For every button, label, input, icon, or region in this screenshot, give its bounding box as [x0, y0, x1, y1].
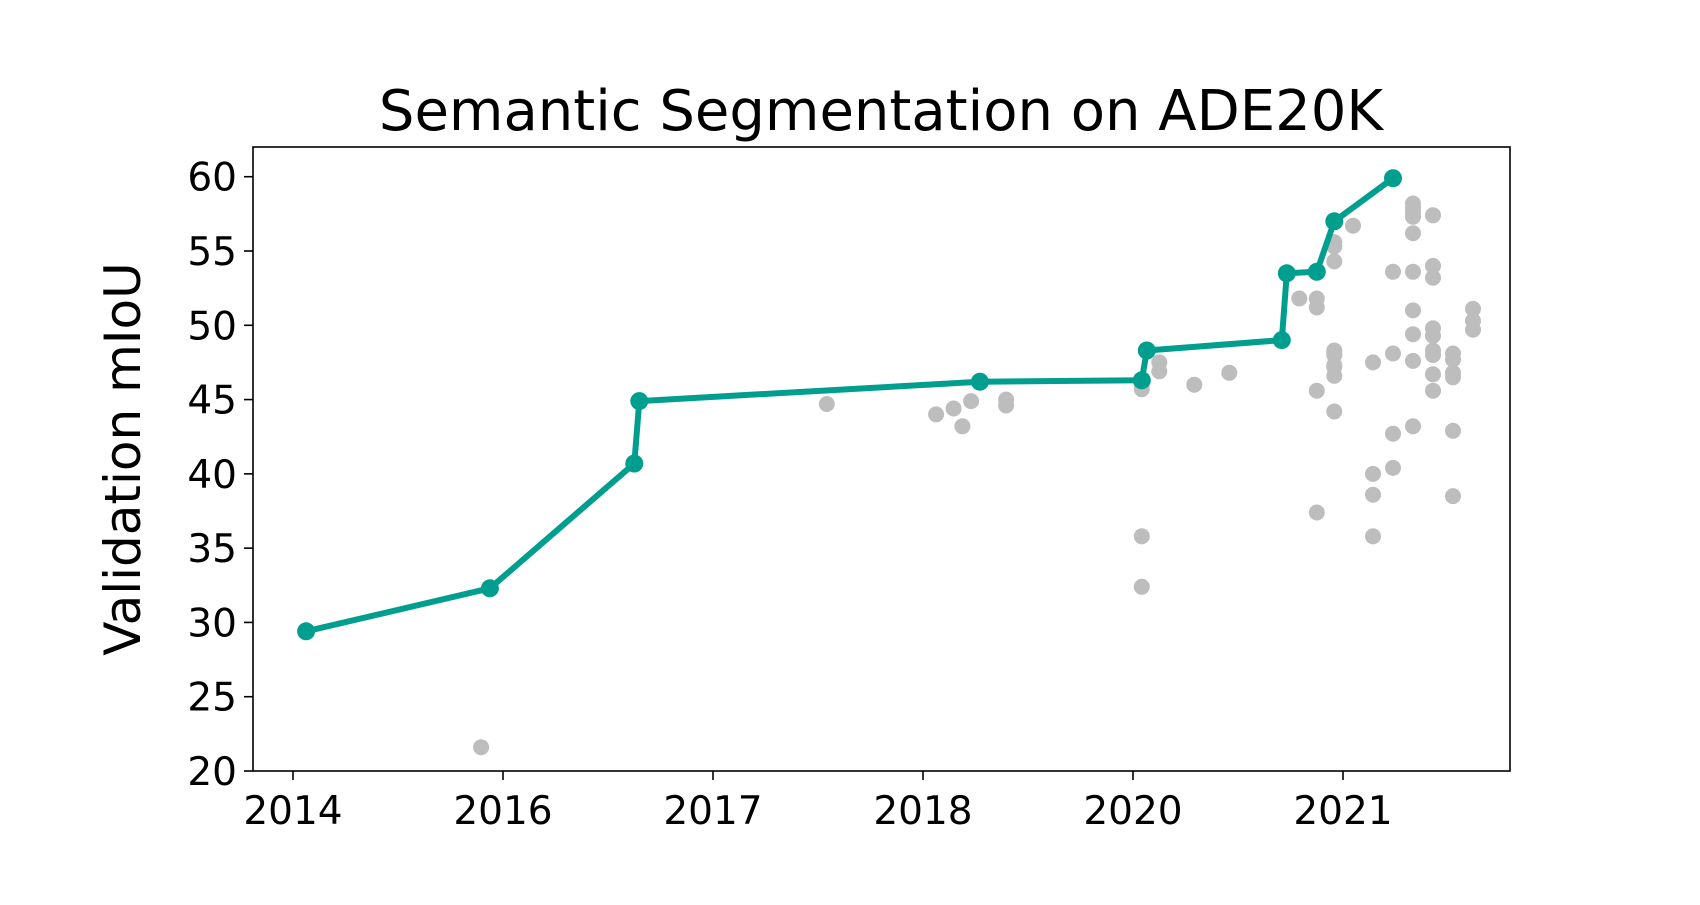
- other-result-point: [1445, 364, 1461, 381]
- x-tick-label: 2014: [243, 789, 342, 834]
- x-tick-label: 2020: [1083, 789, 1182, 834]
- y-tick-label: 20: [187, 750, 237, 795]
- y-tick-label: 30: [187, 601, 237, 646]
- other-result-point: [1425, 347, 1441, 363]
- other-result-point: [1365, 354, 1381, 371]
- ticks-layer: 2014 2016 2017 2018 2020 2021 20 25 30 35 40 45 50 55…: [187, 156, 1392, 834]
- other-result-point: [1425, 327, 1441, 344]
- x-tick-label: 2018: [873, 789, 972, 834]
- state-of-the-art-point: [1384, 169, 1402, 188]
- other-result-point: [1133, 578, 1150, 595]
- other-result-point: [1425, 269, 1441, 286]
- other-result-point: [1445, 345, 1461, 362]
- other-result-point: [1385, 425, 1401, 442]
- other-result-point: [1326, 253, 1343, 270]
- y-tick-label: 60: [187, 156, 237, 201]
- other-result-point: [1385, 345, 1401, 362]
- other-result-point: [1151, 354, 1168, 371]
- other-result-point: [954, 418, 971, 435]
- other-result-point: [1425, 257, 1441, 274]
- plot-frame: [252, 146, 1511, 772]
- other-result-point: [1385, 459, 1401, 476]
- y-tick-label: 55: [187, 230, 237, 275]
- other-result-point: [1186, 376, 1203, 393]
- other-result-point: [928, 406, 945, 423]
- y-tick-label: 45: [187, 379, 237, 424]
- other-result-point: [1365, 528, 1381, 545]
- other-result-point: [1326, 403, 1343, 420]
- other-result-point: [1326, 367, 1343, 384]
- other-result-point: [1445, 488, 1461, 505]
- state-of-the-art-point: [1325, 212, 1344, 231]
- state-of-the-art-point: [1132, 371, 1151, 390]
- state-of-the-art-point: [1137, 341, 1156, 360]
- other-result-point: [1465, 321, 1481, 338]
- state-of-the-art-layer: [297, 169, 1402, 641]
- other-result-point: [1405, 263, 1421, 280]
- state-of-the-art-point: [630, 392, 649, 411]
- other-result-point: [1405, 352, 1421, 369]
- other-result-point: [1345, 217, 1361, 234]
- other-result-point: [818, 396, 835, 412]
- other-result-point: [1445, 422, 1461, 439]
- x-tick-label: 2017: [663, 789, 762, 834]
- other-result-point: [1133, 528, 1150, 545]
- other-result-point: [1405, 418, 1421, 435]
- other-result-point: [1385, 263, 1401, 280]
- state-of-the-art-point: [480, 579, 499, 598]
- other-result-point: [1308, 382, 1325, 399]
- other-result-point: [1308, 504, 1325, 521]
- x-tick-label: 2016: [453, 789, 552, 834]
- other-result-point: [1425, 382, 1441, 399]
- state-of-the-art-point: [297, 622, 316, 641]
- other-result-point: [1465, 300, 1481, 317]
- other-result-point: [1326, 345, 1343, 362]
- state-of-the-art-point: [1307, 262, 1326, 281]
- other-result-point: [1405, 302, 1421, 319]
- other-result-point: [1405, 195, 1421, 212]
- other-result-point: [1425, 366, 1441, 383]
- y-tick-label: 40: [187, 453, 237, 498]
- other-result-point: [998, 397, 1015, 414]
- other-result-point: [1405, 326, 1421, 343]
- other-result-point: [1221, 364, 1238, 381]
- y-tick-label: 50: [187, 304, 237, 349]
- other-result-point: [1405, 225, 1421, 242]
- other-result-point: [473, 739, 490, 756]
- state-of-the-art-point: [1272, 331, 1291, 350]
- other-result-point: [1365, 465, 1381, 482]
- other-result-point: [1291, 290, 1308, 307]
- state-of-the-art-point: [625, 454, 644, 473]
- state-of-the-art-point: [970, 372, 989, 391]
- y-tick-label: 35: [187, 527, 237, 572]
- other-result-point: [1425, 207, 1441, 224]
- other-result-point: [1308, 299, 1325, 316]
- y-tick-label: 25: [187, 676, 237, 721]
- x-tick-label: 2021: [1293, 789, 1392, 834]
- other-result-point: [945, 400, 962, 417]
- y-axis-label: Validation mIoU: [94, 262, 152, 655]
- chart-title: Semantic Segmentation on ADE20K: [379, 79, 1384, 144]
- other-result-point: [1365, 486, 1381, 503]
- other-result-point: [963, 393, 980, 410]
- other-results-layer: [473, 195, 1481, 756]
- state-of-the-art-point: [1277, 264, 1296, 283]
- state-of-the-art-line: [305, 175, 1395, 635]
